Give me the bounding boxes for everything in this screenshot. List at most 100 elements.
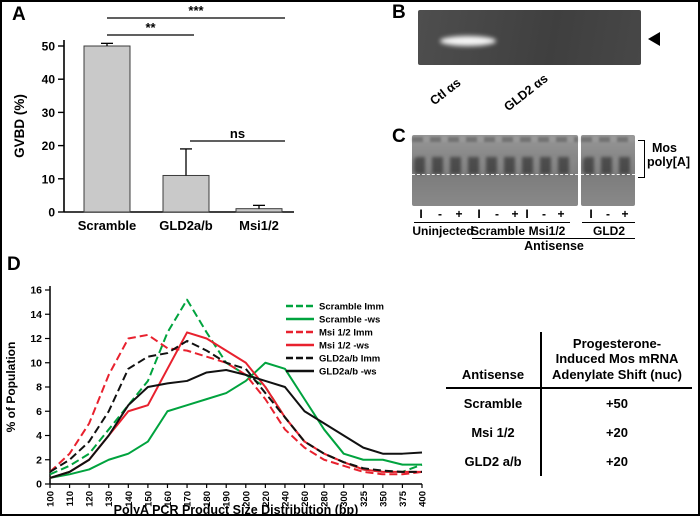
lane-mark: I — [525, 207, 529, 221]
legend-label: Msi 1/2 Imm — [319, 328, 373, 339]
polya-x-axis-label: PolyA PCR Product Size Distribution (bp) — [114, 503, 359, 516]
x-tick-label: 350 — [378, 491, 389, 507]
x-tick-label: 240 — [280, 491, 291, 507]
gel-image-polya-left — [412, 135, 578, 206]
x-tick-label: 100 — [46, 491, 57, 507]
svg-text:30: 30 — [42, 106, 56, 120]
svg-text:50: 50 — [42, 40, 56, 54]
band-bracket — [638, 140, 645, 178]
panel-c-label: C — [392, 126, 406, 147]
x-tick-label: 220 — [261, 491, 272, 507]
group-underline — [582, 222, 635, 223]
table-row-shift: +20 — [605, 453, 629, 469]
legend-label: GLD2a/b -ws — [319, 367, 377, 378]
series-gld2a-b-imm — [49, 339, 422, 473]
x-tick-label: 160 — [163, 491, 174, 507]
svg-text:16: 16 — [30, 285, 42, 297]
lane-mark: + — [455, 207, 463, 221]
gel-wells — [412, 137, 578, 142]
bar-category-label: Msi1/2 — [239, 218, 279, 233]
x-tick-label: 375 — [398, 490, 409, 507]
svg-text:10: 10 — [42, 172, 56, 186]
x-tick-label: 120 — [85, 491, 96, 507]
table-row-antisense: Msi 1/2 — [446, 417, 542, 447]
x-tick-label: 170 — [183, 491, 194, 507]
x-tick-label: 280 — [320, 491, 331, 507]
gvbd-y-axis-label: GVBD (%) — [12, 94, 27, 158]
panel-b-label: B — [392, 2, 406, 23]
x-tick-label: 140 — [124, 491, 135, 507]
series-scramble-imm — [49, 298, 423, 476]
lane-mark: I — [589, 207, 593, 221]
table-row-shift: +50 — [605, 395, 629, 411]
gel-image-polya-right — [581, 135, 635, 206]
lane-mark: I — [477, 207, 481, 221]
gel-bands — [583, 157, 633, 174]
lane-mark: - — [606, 207, 610, 221]
bar-Msi1/2 — [235, 208, 283, 213]
table-row-shift: +20 — [605, 424, 629, 440]
legend-label: Scramble -ws — [319, 315, 380, 326]
lane-mark: - — [542, 207, 546, 221]
group-label: Scramble — [470, 224, 526, 238]
antisense-label: Antisense — [524, 239, 584, 253]
significance-label: ** — [145, 20, 156, 35]
series-msi-1-2-imm — [49, 333, 423, 476]
lane-mark: + — [621, 207, 629, 221]
svg-text:8: 8 — [36, 382, 42, 394]
svg-text:0: 0 — [48, 206, 55, 220]
svg-text:0: 0 — [36, 479, 42, 491]
x-tick-label: 260 — [300, 491, 311, 507]
group-label: Msi1/2 — [528, 224, 566, 238]
gel-image-antisense-test — [418, 10, 641, 65]
lane-mark: + — [511, 207, 519, 221]
bar-Scramble — [83, 45, 131, 213]
lane-mark: - — [438, 207, 442, 221]
band-arrowhead-icon — [648, 32, 660, 46]
table-header-shift: Progesterone- Induced Mos mRNA Adenylate… — [542, 332, 692, 389]
lane-mark: + — [557, 207, 565, 221]
gel-dashed-reference-line — [412, 174, 578, 175]
table-row-antisense: GLD2 a/b — [446, 446, 542, 476]
polya-label: poly[A] — [647, 155, 691, 169]
x-tick-label: 130 — [104, 491, 115, 507]
svg-text:40: 40 — [42, 73, 56, 87]
panel-a-label: A — [12, 4, 26, 25]
table-header-line: Induced Mos mRNA — [555, 351, 679, 367]
significance-label: *** — [188, 3, 204, 18]
lane-mark: - — [495, 207, 499, 221]
gel-wells — [581, 137, 635, 142]
lane-label-ctl-as: Ctl αs — [427, 75, 464, 108]
series-scramble-ws — [49, 361, 422, 479]
x-tick-label: 150 — [143, 491, 154, 507]
group-label: Uninjected — [412, 224, 474, 238]
svg-text:2: 2 — [36, 454, 42, 466]
x-tick-label: 200 — [241, 491, 252, 507]
svg-text:20: 20 — [42, 139, 56, 153]
bar-category-label: Scramble — [78, 218, 137, 233]
gvbd-bar-chart: 0 10 20 30 40 50 GVBD (%) Scramble GLD2a/b Msi1/2… — [12, 3, 294, 233]
legend-label: Scramble Imm — [319, 302, 384, 313]
svg-text:6: 6 — [36, 406, 42, 418]
legend-label: GLD2a/b Imm — [319, 354, 380, 365]
group-underline — [524, 222, 570, 223]
gel-bands — [414, 157, 576, 174]
group-underline — [472, 222, 524, 223]
x-tick-label: 325 — [359, 490, 370, 507]
adenylate-shift-table: Antisense Progesterone- Induced Mos mRNA… — [446, 332, 692, 476]
gel-dashed-reference-line — [581, 174, 635, 175]
x-tick-label: 400 — [418, 491, 429, 507]
bar-GLD2a/b — [162, 174, 210, 213]
polya-y-axis-label: % of Population — [4, 342, 18, 433]
lane-mark: I — [419, 207, 423, 221]
mos-label: Mos — [652, 141, 677, 155]
x-tick-label: 190 — [222, 491, 233, 507]
lane-label-gld2-as: GLD2 αs — [501, 71, 551, 114]
table-header-antisense: Antisense — [446, 332, 542, 389]
significance-label: ns — [230, 126, 245, 141]
svg-text:10: 10 — [30, 357, 42, 369]
table-row-antisense: Scramble — [446, 388, 542, 418]
group-underline — [414, 222, 472, 223]
svg-text:12: 12 — [30, 333, 42, 345]
